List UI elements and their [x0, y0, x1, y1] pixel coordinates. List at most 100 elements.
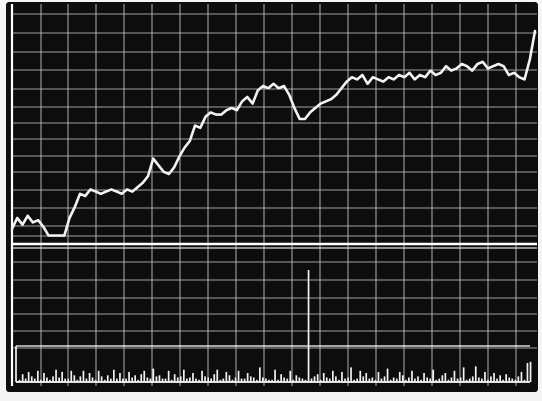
- volume-bar: [478, 377, 480, 382]
- price-point: [89, 188, 92, 190]
- volume-bar: [283, 377, 285, 382]
- volume-bar: [33, 378, 36, 382]
- volume-bar: [52, 376, 54, 382]
- volume-bar: [286, 378, 289, 382]
- price-point: [466, 65, 468, 67]
- volume-bar: [134, 375, 136, 382]
- price-point: [429, 70, 431, 72]
- volume-bar: [383, 376, 386, 382]
- volume-bar: [76, 379, 79, 382]
- price-point: [482, 61, 484, 63]
- volume-bar: [289, 370, 292, 382]
- volume-bar: [27, 371, 30, 382]
- volume-bar: [195, 378, 197, 382]
- price-point: [225, 109, 227, 111]
- volume-bar: [359, 370, 362, 382]
- volume-bar: [395, 378, 398, 382]
- price-point: [351, 76, 353, 78]
- volume-bar: [426, 377, 428, 382]
- volume-bar: [322, 373, 325, 382]
- volume-bar: [18, 379, 21, 382]
- volume-bar: [462, 367, 465, 382]
- price-point: [63, 235, 65, 237]
- volume-bar: [170, 379, 173, 382]
- volume-bar: [94, 379, 97, 382]
- price-point: [419, 74, 421, 76]
- price-point: [252, 103, 254, 105]
- volume-bar: [222, 378, 225, 382]
- price-point: [84, 195, 86, 197]
- volume-bar: [526, 363, 529, 382]
- volume-bar: [350, 367, 352, 382]
- volume-bar: [268, 379, 270, 382]
- price-point: [523, 78, 526, 80]
- volume-bar: [256, 379, 258, 382]
- volume-bar: [189, 377, 191, 382]
- volume-bar: [417, 376, 419, 382]
- volume-bar: [113, 369, 115, 382]
- price-point: [367, 83, 369, 85]
- price-point: [210, 111, 212, 113]
- volume-bar: [64, 378, 66, 382]
- volume-bar: [301, 378, 304, 382]
- volume-bar: [347, 377, 349, 382]
- price-point: [142, 182, 144, 184]
- price-point: [215, 114, 217, 116]
- volume-bar: [313, 376, 316, 382]
- volume-bar: [420, 379, 422, 382]
- volume-bar: [274, 369, 276, 382]
- price-point: [340, 87, 343, 89]
- volume-bar: [474, 366, 477, 382]
- price-point: [320, 103, 322, 105]
- volume-bar: [73, 375, 76, 382]
- volume-bar: [304, 379, 307, 382]
- volume-bar: [316, 374, 319, 382]
- volume-bar: [277, 379, 279, 382]
- volume-bar: [398, 371, 401, 382]
- volume-bar: [243, 378, 246, 382]
- price-point: [445, 65, 447, 67]
- volume-bar: [529, 361, 532, 382]
- price-point: [152, 158, 154, 160]
- volume-bar: [332, 370, 334, 382]
- volume-bar: [125, 378, 127, 382]
- price-point: [236, 109, 238, 111]
- price-point: [440, 72, 442, 74]
- volume-bar: [471, 376, 474, 382]
- volume-bar: [116, 378, 118, 382]
- price-point: [513, 72, 515, 74]
- volume-bar: [356, 378, 358, 382]
- volume-bar: [91, 377, 94, 382]
- volume-bar: [231, 379, 234, 382]
- volume-bar: [484, 371, 486, 382]
- volume-bar: [271, 379, 273, 382]
- volume-bar: [131, 377, 133, 382]
- volume-bar: [408, 377, 410, 382]
- volume-bar: [207, 377, 209, 382]
- volume-bar: [325, 377, 328, 382]
- price-point: [48, 235, 50, 237]
- price-point: [414, 78, 416, 80]
- volume-bar: [100, 376, 103, 382]
- volume-bar: [40, 379, 42, 382]
- volume-bar: [183, 369, 185, 382]
- volume-bar: [411, 370, 413, 382]
- price-point: [299, 118, 301, 120]
- volume-bar: [204, 376, 206, 382]
- price-point: [518, 76, 520, 78]
- volume-bar: [259, 367, 261, 382]
- volume-bar: [389, 379, 392, 382]
- price-point: [372, 76, 374, 78]
- volume-bar: [88, 373, 91, 382]
- price-point: [257, 89, 259, 91]
- volume-bar: [192, 373, 194, 382]
- volume-bar: [79, 376, 82, 382]
- volume-bar: [67, 378, 70, 382]
- price-point: [377, 78, 379, 80]
- volume-bar: [502, 379, 504, 382]
- price-point: [37, 219, 39, 221]
- volume-bar: [137, 379, 139, 382]
- volume-bar: [122, 378, 124, 382]
- volume-bar: [353, 379, 355, 382]
- price-point: [100, 193, 102, 195]
